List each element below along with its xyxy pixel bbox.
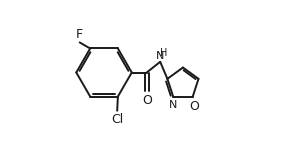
Text: N: N [168,100,177,110]
Text: F: F [75,28,83,41]
Text: Cl: Cl [111,113,123,126]
Text: N: N [156,51,164,61]
Text: O: O [142,94,152,107]
Text: O: O [189,100,199,113]
Text: H: H [160,48,167,58]
